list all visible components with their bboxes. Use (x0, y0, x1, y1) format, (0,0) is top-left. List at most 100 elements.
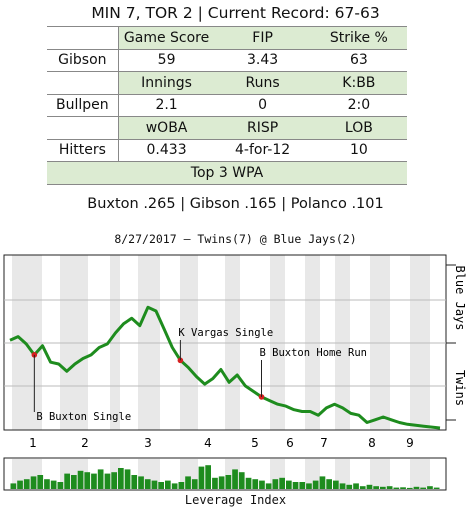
leverage-bar (185, 476, 191, 489)
leverage-bar (44, 479, 50, 489)
annotation-label: B Buxton Single (36, 411, 131, 423)
stats-row-label: Hitters (47, 139, 119, 162)
stats-header-row: Game Score FIP Strike % (47, 26, 407, 50)
stats-header-row: wOBA RISP LOB (47, 116, 407, 140)
leverage-bar (57, 482, 64, 489)
stats-column-header: LOB (310, 116, 407, 140)
stats-column-header: Game Score (118, 26, 215, 50)
x-tick-label: 5 (251, 436, 259, 450)
stats-value-row: Hitters 0.433 4-for-12 10 (47, 139, 407, 162)
top-wpa-header-row: Top 3 WPA (47, 161, 407, 185)
stats-row-label (47, 71, 119, 95)
stats-column-header: K:BB (310, 71, 407, 95)
leverage-bar (10, 483, 17, 489)
leverage-bar (17, 480, 23, 489)
leverage-bar (359, 486, 366, 489)
leverage-bar (339, 483, 346, 489)
leverage-bar (50, 480, 57, 489)
leverage-band (410, 459, 430, 489)
stats-column-header: wOBA (118, 116, 215, 140)
stats-table: Game Score FIP Strike % Gibson 59 3.43 63 Innin… (47, 26, 407, 185)
leverage-bar (158, 482, 164, 489)
top-wpa-line: Buxton .265 | Gibson .165 | Polanco .101 (87, 196, 384, 212)
leverage-bar (131, 475, 138, 489)
right-label-twins: Twins (453, 370, 467, 406)
leverage-bar (353, 483, 359, 489)
leverage-bar (406, 487, 413, 489)
stats-cell: 63 (310, 49, 407, 72)
stats-row-label (47, 116, 119, 140)
leverage-bar (393, 487, 400, 489)
leverage-bar (64, 473, 70, 489)
stats-value-row: Gibson 59 3.43 63 (47, 49, 407, 72)
leverage-bar (238, 472, 245, 489)
leverage-bar (319, 476, 326, 489)
leverage-bar (118, 468, 124, 489)
x-tick-label: 8 (368, 436, 376, 450)
leverage-bar (97, 469, 104, 489)
leverage-bar (252, 479, 259, 489)
x-tick-label: 3 (144, 436, 152, 450)
leverage-bar (265, 483, 272, 489)
x-tick-label: 2 (81, 436, 89, 450)
leverage-bar (138, 476, 144, 489)
stats-cell: 10 (310, 139, 407, 162)
stats-cell: 2.1 (118, 94, 215, 117)
leverage-band (335, 459, 350, 489)
leverage-bar (427, 486, 433, 489)
leverage-bar (400, 487, 406, 489)
leverage-band (370, 459, 390, 489)
leverage-bar (71, 475, 77, 489)
leverage-bar (165, 480, 171, 489)
leverage-bar (245, 477, 252, 489)
leverage-bar (77, 470, 84, 489)
leverage-bar (225, 475, 232, 489)
stats-cell: 0.433 (118, 139, 215, 162)
leverage-bar (299, 482, 306, 489)
annotation-label: B Buxton Home Run (260, 347, 367, 359)
top-wpa-header: Top 3 WPA (47, 161, 407, 185)
stats-row-label: Bullpen (47, 94, 119, 117)
leverage-bar (198, 466, 205, 489)
stats-header-row: Innings Runs K:BB (47, 71, 407, 95)
stats-row-label: Gibson (47, 49, 119, 72)
event-marker (258, 394, 265, 400)
stats-cell: 0 (214, 94, 311, 117)
leverage-bar (171, 483, 178, 489)
leverage-bar (373, 486, 379, 489)
x-tick-label: 1 (29, 436, 37, 450)
stats-cell: 2:0 (310, 94, 407, 117)
leverage-bar (205, 465, 211, 489)
leverage-bar (366, 484, 373, 489)
leverage-bar (232, 469, 238, 489)
leverage-bar (259, 480, 265, 489)
leverage-frame (3, 457, 447, 491)
leverage-bar (333, 480, 339, 489)
leverage-bar (413, 486, 420, 489)
x-tick-label: 7 (320, 436, 328, 450)
stats-cell: 4-for-12 (214, 139, 311, 162)
win-probability-line (9, 305, 441, 430)
leverage-bar (346, 484, 353, 489)
leverage-bar (306, 483, 312, 489)
stats-cell: 59 (118, 49, 215, 72)
leverage-bar (380, 486, 386, 489)
leverage-bar (84, 472, 91, 489)
leverage-bar (111, 472, 117, 489)
leverage-bar (30, 476, 37, 489)
leverage-index-label: Leverage Index (184, 493, 287, 507)
stats-column-header: Runs (214, 71, 311, 95)
leverage-bar (37, 475, 44, 489)
leverage-bar (144, 479, 151, 489)
annotation-label: K Vargas Single (178, 327, 273, 339)
leverage-bar (326, 479, 332, 489)
game-title: MIN 7, TOR 2 | Current Record: 67-63 (91, 4, 380, 22)
leverage-bar (151, 480, 158, 489)
leverage-bar (104, 473, 111, 489)
leverage-bar (312, 480, 319, 489)
right-label-blue-jays: Blue Jays (453, 265, 467, 330)
x-tick-label: 6 (286, 436, 294, 450)
leverage-bar (292, 482, 299, 489)
leverage-bar (286, 480, 292, 489)
